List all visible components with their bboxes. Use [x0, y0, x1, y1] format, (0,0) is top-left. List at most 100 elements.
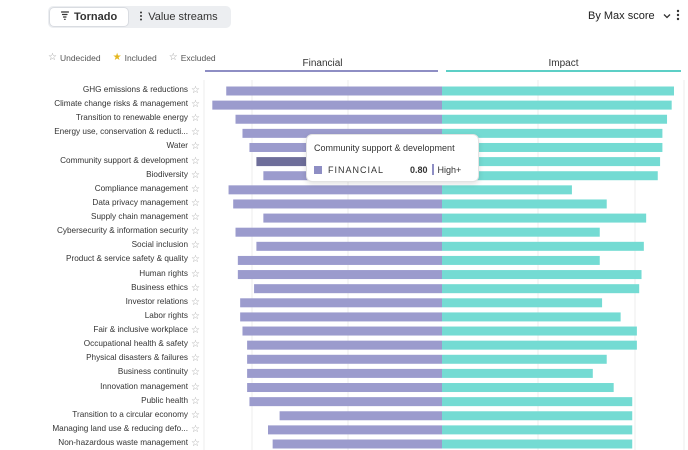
star-outline-icon[interactable]: ☆ [191, 310, 200, 322]
impact-bar[interactable] [442, 397, 633, 407]
star-outline-icon[interactable]: ☆ [191, 85, 200, 96]
category-label: Compliance management [94, 183, 188, 193]
category-label: Labor rights [144, 310, 188, 320]
more-options-button[interactable] [676, 9, 680, 24]
star-outline-icon[interactable]: ☆ [191, 212, 200, 224]
financial-bar[interactable] [233, 199, 442, 209]
financial-bar[interactable] [254, 284, 442, 294]
financial-bar[interactable] [279, 411, 442, 421]
financial-bar[interactable] [247, 340, 442, 350]
impact-bar[interactable] [442, 86, 674, 96]
impact-bar[interactable] [442, 383, 614, 393]
financial-bar[interactable] [237, 255, 442, 265]
financial-bar[interactable] [268, 425, 442, 435]
financial-bar[interactable] [212, 100, 442, 110]
star-outline-icon[interactable]: ☆ [191, 268, 200, 280]
impact-bar[interactable] [442, 185, 572, 195]
tab-tornado[interactable]: Tornado [50, 8, 129, 26]
impact-bar[interactable] [442, 312, 621, 322]
star-outline-icon[interactable]: ☆ [191, 155, 200, 167]
financial-bar[interactable] [228, 185, 442, 195]
star-outline-icon[interactable]: ☆ [191, 353, 200, 365]
star-outline-icon[interactable]: ☆ [191, 197, 200, 209]
impact-bar[interactable] [442, 439, 633, 449]
star-outline-icon[interactable]: ☆ [191, 438, 200, 449]
impact-bar[interactable] [442, 241, 644, 251]
star-outline-icon[interactable]: ☆ [191, 169, 200, 181]
impact-bar[interactable] [442, 227, 600, 237]
star-outline-icon[interactable]: ☆ [191, 254, 200, 266]
category-label: GHG emissions & reductions [82, 85, 188, 94]
financial-bar[interactable] [247, 383, 442, 393]
category-label: Innovation management [100, 381, 188, 391]
financial-bar[interactable] [235, 227, 442, 237]
tab-value-streams[interactable]: Value streams [128, 8, 229, 26]
value-streams-icon [139, 11, 143, 24]
category-label: Climate change risks & management [54, 99, 188, 109]
impact-bar[interactable] [442, 368, 593, 378]
financial-bar[interactable] [272, 439, 442, 449]
impact-bar[interactable] [442, 128, 663, 138]
star-outline-icon[interactable]: ☆ [191, 226, 200, 238]
financial-bar[interactable] [235, 114, 442, 124]
financial-bar[interactable] [242, 326, 442, 336]
star-outline-icon[interactable]: ☆ [191, 127, 200, 139]
category-label: Data privacy management [92, 197, 188, 207]
more-vertical-icon [676, 9, 680, 24]
star-outline-icon[interactable]: ☆ [191, 141, 200, 153]
impact-bar[interactable] [442, 326, 637, 336]
category-label: Human rights [139, 268, 188, 278]
star-outline-icon[interactable]: ☆ [191, 240, 200, 252]
financial-bar[interactable] [247, 368, 442, 378]
financial-bar[interactable] [240, 312, 442, 322]
impact-bar[interactable] [442, 199, 607, 209]
financial-bar[interactable] [237, 270, 442, 280]
star-outline-icon[interactable]: ☆ [191, 325, 200, 337]
legend-included-label: Included [124, 53, 157, 63]
star-outline-icon[interactable]: ☆ [191, 296, 200, 308]
star-outline-icon[interactable]: ☆ [191, 282, 200, 294]
impact-bar[interactable] [442, 157, 661, 167]
legend-included[interactable]: ★ Included [113, 53, 157, 64]
star-outline-icon[interactable]: ☆ [191, 381, 200, 393]
legend-undecided[interactable]: ☆ Undecided [48, 53, 101, 64]
impact-bar[interactable] [442, 298, 603, 308]
financial-bar[interactable] [240, 298, 442, 308]
star-outline-icon[interactable]: ☆ [191, 367, 200, 379]
star-outline-icon[interactable]: ☆ [191, 423, 200, 435]
financial-bar[interactable] [249, 397, 442, 407]
star-outline-icon[interactable]: ☆ [191, 99, 200, 111]
impact-bar[interactable] [442, 425, 633, 435]
impact-bar[interactable] [442, 270, 642, 280]
star-outline-icon[interactable]: ☆ [191, 409, 200, 421]
tornado-icon [60, 11, 70, 23]
star-outline-icon[interactable]: ☆ [191, 339, 200, 351]
category-label: Managing land use & reducing defo... [52, 423, 188, 433]
tooltip-series: FINANCIAL [328, 164, 385, 175]
star-outline-icon[interactable]: ☆ [191, 183, 200, 195]
impact-bar[interactable] [442, 114, 668, 124]
tooltip-level: High+ [437, 164, 462, 175]
impact-bar[interactable] [442, 213, 647, 223]
star-outline-icon[interactable]: ☆ [191, 395, 200, 407]
financial-bar[interactable] [263, 213, 442, 223]
impact-bar[interactable] [442, 142, 663, 152]
financial-bar[interactable] [242, 128, 442, 138]
financial-bar[interactable] [226, 86, 442, 96]
category-label: Energy use, conservation & reducti... [54, 127, 188, 137]
impact-bar[interactable] [442, 171, 658, 181]
impact-bar[interactable] [442, 411, 633, 421]
category-label: Fair & inclusive workplace [93, 325, 188, 335]
impact-bar[interactable] [442, 255, 600, 265]
legend-excluded[interactable]: ☆ Excluded [169, 53, 216, 64]
financial-bar[interactable] [256, 241, 442, 251]
sort-label: By Max score [588, 10, 655, 22]
star-outline-icon[interactable]: ☆ [191, 113, 200, 125]
impact-bar[interactable] [442, 100, 672, 110]
impact-bar[interactable] [442, 284, 640, 294]
impact-bar[interactable] [442, 340, 637, 350]
financial-bar[interactable] [247, 354, 442, 364]
sort-dropdown[interactable]: By Max score [588, 10, 671, 22]
impact-bar[interactable] [442, 354, 607, 364]
